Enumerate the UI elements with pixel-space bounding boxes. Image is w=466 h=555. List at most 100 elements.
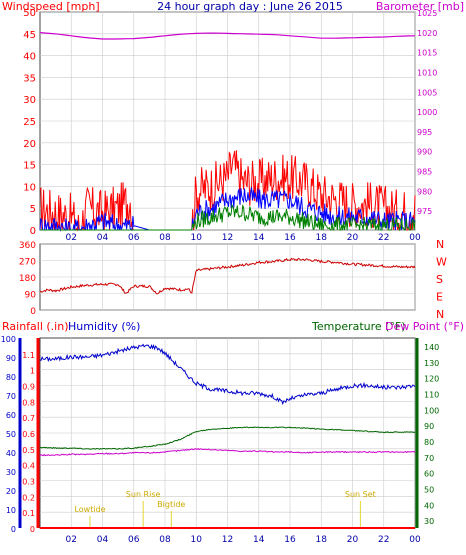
barometer-tick-label: 980 bbox=[417, 187, 432, 196]
barometer-tick-label: 1015 bbox=[417, 49, 437, 58]
barometer-tick-label: 995 bbox=[417, 128, 432, 137]
humidity-tick-label: 20 bbox=[6, 487, 16, 496]
windspeed-tick-label: 10 bbox=[23, 182, 36, 193]
direction-tick-label: 180 bbox=[19, 274, 36, 284]
windspeed-tick-label: 30 bbox=[23, 95, 36, 106]
rainfall-tick-label: 0.4 bbox=[22, 462, 35, 471]
barometer-tick-label: 990 bbox=[417, 148, 432, 157]
windspeed-tick-label: 50 bbox=[23, 8, 36, 19]
windspeed-tick-label: 5 bbox=[30, 204, 36, 215]
series-line-humidity bbox=[39, 343, 416, 406]
rainfall-tick-label: 1.1 bbox=[22, 351, 35, 360]
temperature-tick-label: 70 bbox=[424, 454, 434, 463]
windspeed-axis-label: Windspeed [mph] bbox=[2, 0, 100, 13]
barometer-tick-label: 975 bbox=[417, 207, 432, 216]
x-tick-label: 00 bbox=[409, 535, 421, 545]
annotation-label: Lowtide bbox=[74, 505, 105, 514]
direction-tick-label: 360 bbox=[19, 241, 36, 251]
series-line-barometer bbox=[39, 32, 416, 40]
x-tick-label: 10 bbox=[191, 535, 203, 545]
x-tick-label: 06 bbox=[128, 535, 140, 545]
series-line-windspeed-low bbox=[40, 203, 416, 232]
rainfall-tick-label: 1 bbox=[30, 367, 35, 376]
rainfall-tick-label: 0.7 bbox=[22, 414, 35, 423]
windspeed-tick-label: 40 bbox=[23, 52, 36, 63]
windspeed-tick-label: 45 bbox=[23, 30, 36, 41]
humidity-tick-label: 30 bbox=[6, 468, 16, 477]
temperature-tick-label: 60 bbox=[424, 470, 434, 479]
annotation-label: Sun Rise bbox=[126, 490, 161, 499]
windspeed-tick-label: 25 bbox=[23, 117, 36, 128]
barometer-tick-label: 1020 bbox=[417, 29, 437, 38]
humidity-tick-label: 10 bbox=[6, 506, 16, 515]
rainfall-tick-label: 0.3 bbox=[22, 478, 35, 487]
humidity-tick-label: 100 bbox=[1, 335, 16, 344]
annotation-label: Sun Set bbox=[345, 490, 376, 499]
x-tick-label: 22 bbox=[378, 535, 389, 545]
windspeed-panel: Windspeed [mph] 24 hour graph day : June… bbox=[2, 0, 464, 243]
humidity-tick-label: 90 bbox=[6, 354, 16, 363]
temperature-tick-label: 100 bbox=[424, 406, 439, 415]
x-tick-label: 12 bbox=[222, 535, 233, 545]
series-line-dew-point bbox=[39, 447, 416, 457]
compass-tick-label: W bbox=[436, 256, 447, 269]
humidity-tick-label: 70 bbox=[6, 392, 16, 401]
dewpoint-axis-label: Dew Point (°F) bbox=[385, 320, 464, 333]
compass-tick-label: S bbox=[436, 273, 443, 286]
x-tick-label: 20 bbox=[347, 233, 359, 243]
x-tick-label: 06 bbox=[128, 233, 140, 243]
x-tick-label: 18 bbox=[316, 233, 328, 243]
barometer-tick-label: 985 bbox=[417, 168, 432, 177]
temperature-tick-label: 90 bbox=[424, 422, 434, 431]
x-tick-label: 00 bbox=[409, 233, 421, 243]
temperature-tick-label: 110 bbox=[424, 390, 439, 399]
humidity-tick-label: 40 bbox=[6, 449, 16, 458]
x-tick-label: 16 bbox=[284, 535, 296, 545]
x-tick-label: 10 bbox=[191, 233, 203, 243]
rainfall-tick-label: 0.6 bbox=[22, 430, 35, 439]
barometer-tick-label: 1005 bbox=[417, 88, 437, 97]
windspeed-tick-label: 20 bbox=[23, 139, 36, 150]
x-tick-label: 02 bbox=[66, 233, 77, 243]
rainfall-tick-label: 0 bbox=[30, 525, 35, 534]
windspeed-tick-label: 0 bbox=[30, 226, 36, 237]
x-tick-label: 14 bbox=[253, 233, 265, 243]
temperature-tick-label: 50 bbox=[424, 485, 434, 494]
x-tick-label: 08 bbox=[159, 535, 171, 545]
humidity-axis-label: Humidity (%) bbox=[68, 320, 140, 333]
barometer-tick-label: 1025 bbox=[417, 9, 437, 18]
x-tick-label: 12 bbox=[222, 233, 233, 243]
rainfall-tick-label: 0.8 bbox=[22, 398, 35, 407]
direction-tick-label: 270 bbox=[19, 258, 36, 268]
humidity-tick-label: 50 bbox=[6, 430, 16, 439]
annotation-label: Bigtide bbox=[157, 500, 185, 509]
humidity-tick-label: 0 bbox=[11, 525, 16, 534]
temperature-tick-label: 130 bbox=[424, 359, 439, 368]
rainfall-tick-label: 0.5 bbox=[22, 446, 35, 455]
barometer-tick-label: 1010 bbox=[417, 68, 437, 77]
temperature-axis-label: Temperature (°F) bbox=[311, 320, 406, 333]
x-tick-label: 02 bbox=[66, 535, 77, 545]
compass-tick-label: N bbox=[436, 308, 444, 321]
x-tick-label: 08 bbox=[159, 233, 171, 243]
compass-tick-label: E bbox=[436, 291, 443, 304]
x-tick-label: 20 bbox=[347, 535, 359, 545]
x-tick-label: 04 bbox=[97, 233, 109, 243]
rainfall-axis-label: Rainfall (.in) bbox=[2, 320, 69, 333]
windspeed-tick-label: 35 bbox=[23, 73, 36, 84]
chart-title: 24 hour graph day : June 26 2015 bbox=[157, 0, 343, 13]
humidity-tick-label: 80 bbox=[6, 373, 16, 382]
x-tick-label: 22 bbox=[378, 233, 389, 243]
series-line-windspeed-gust bbox=[39, 150, 416, 232]
temperature-tick-label: 30 bbox=[424, 517, 434, 526]
humidity-tick-label: 60 bbox=[6, 411, 16, 420]
direction-tick-label: 90 bbox=[25, 291, 37, 301]
direction-tick-label: 0 bbox=[30, 307, 36, 317]
barometer-tick-label: 1000 bbox=[417, 108, 437, 117]
series-line-temperature bbox=[39, 426, 416, 450]
rainfall-tick-label: 0.9 bbox=[22, 383, 35, 392]
windspeed-tick-label: 15 bbox=[23, 161, 36, 172]
temperature-tick-label: 40 bbox=[424, 501, 434, 510]
